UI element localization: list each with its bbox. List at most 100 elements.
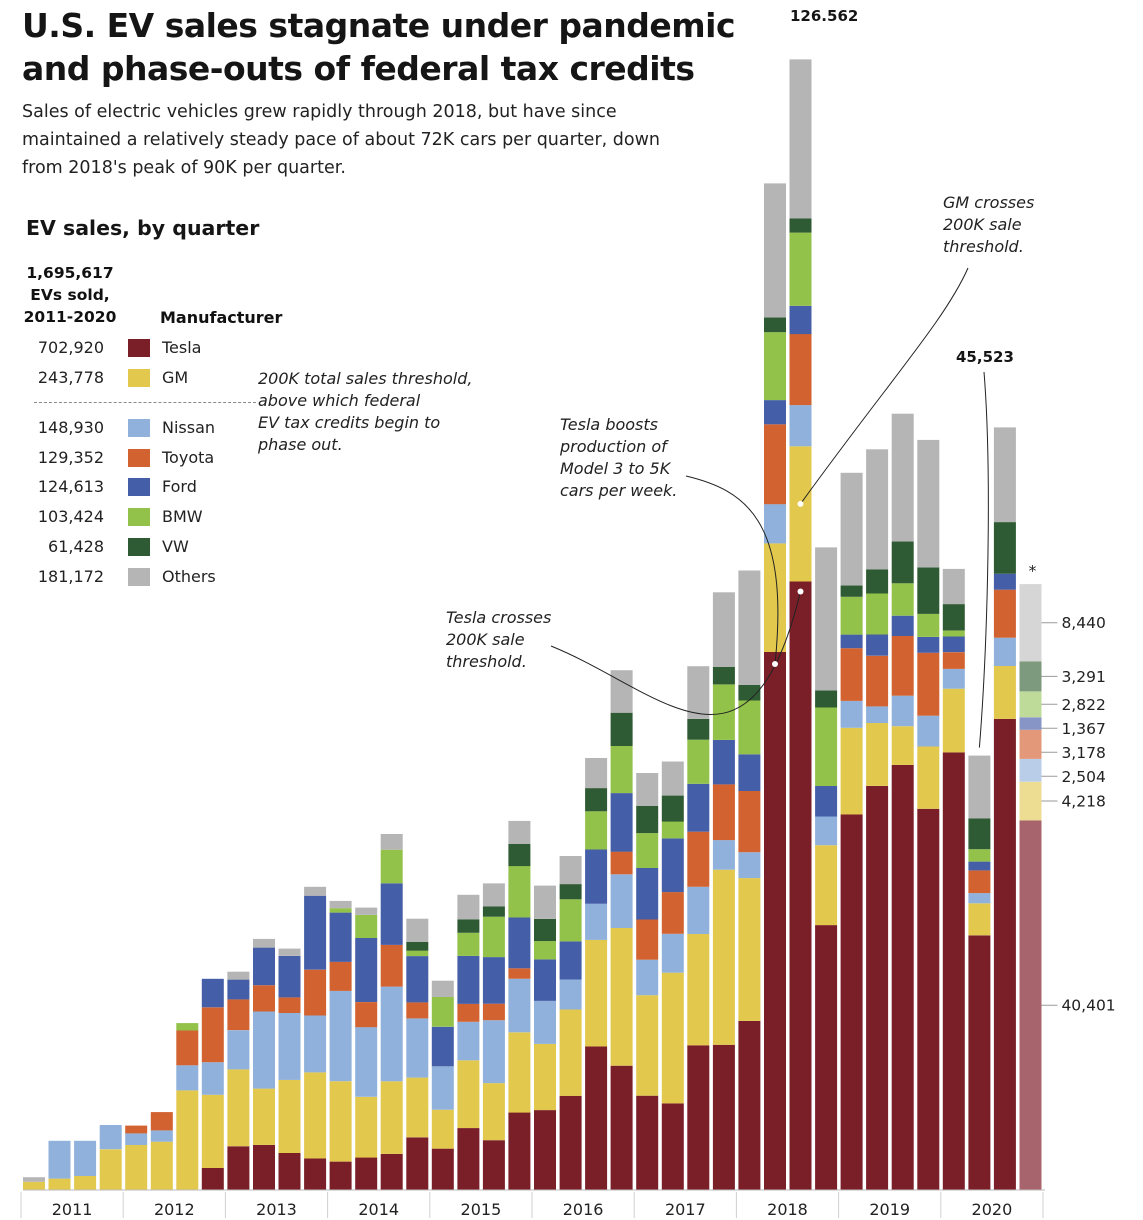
bar-segment-nissan	[380, 986, 403, 1082]
bar-segment-vw	[585, 788, 608, 812]
bar-segment-others	[942, 568, 965, 605]
bar-segment-others	[406, 918, 429, 942]
bar-segment-ford	[227, 979, 250, 1000]
bar-segment-gm	[661, 972, 684, 1104]
bar-segment-tesla	[789, 581, 812, 1190]
bar-segment-bmw	[968, 849, 991, 862]
bar-segment-tesla	[304, 1158, 327, 1190]
bar-segment-others	[508, 820, 531, 844]
bar-segment-nissan	[610, 874, 633, 928]
bar-segment-vw	[917, 567, 940, 614]
legend-value: 181,172	[37, 567, 104, 586]
bar-segment-nissan	[840, 701, 863, 728]
bar-segment-nissan	[406, 1018, 429, 1078]
bar-segment-gm	[431, 1109, 454, 1149]
bar-segment-others	[738, 570, 761, 685]
bar-segment-nissan	[508, 978, 531, 1033]
bar-segment-bmw	[661, 821, 684, 839]
bar-segment-toyota	[304, 969, 327, 1016]
peak-value-label: 126.562	[790, 7, 859, 25]
bar-segment-bmw	[380, 849, 403, 884]
bar-segment-toyota	[738, 791, 761, 853]
bar-segment-toyota	[840, 648, 863, 701]
legend-label: BMW	[162, 507, 203, 526]
bar-segment-gm	[610, 928, 633, 1066]
bar-segment-toyota	[687, 831, 710, 887]
bar-segment-tesla	[355, 1157, 378, 1190]
bar-segment-others	[559, 856, 582, 885]
bar-segment-ford	[993, 573, 1016, 590]
bar-segment-vw	[482, 906, 505, 917]
bar-segment-toyota	[227, 999, 250, 1031]
bar-segment-others	[482, 883, 505, 907]
bar-segment-nissan	[815, 816, 838, 846]
bar-segment-tesla	[917, 808, 940, 1190]
bar-segment-tesla	[482, 1140, 505, 1190]
bar-segment-tesla	[380, 1153, 403, 1190]
bar-segment-toyota	[610, 851, 633, 875]
bar-segment-bmw	[406, 950, 429, 957]
x-tick-label: 2018	[767, 1200, 808, 1219]
bar-segment-toyota	[712, 784, 735, 841]
callout-dot-gm-crosses	[797, 500, 804, 507]
bar-segment-vw	[534, 918, 556, 942]
legend-swatch	[128, 478, 150, 496]
bar-segment-toyota	[329, 961, 352, 991]
legend-label: Others	[162, 567, 216, 586]
bar-segment-others	[815, 547, 838, 691]
bar-segment-toyota	[764, 424, 786, 505]
callout-tesla-boost	[685, 475, 779, 665]
bar-segment-toyota	[789, 334, 812, 406]
bar-segment-bmw	[534, 941, 556, 960]
bar-segment-vw	[636, 805, 659, 834]
bar-segment-ford	[380, 883, 403, 945]
bar-segment-vw	[968, 818, 991, 850]
bar-segment-tesla	[815, 925, 838, 1190]
bar-segment-ford	[636, 867, 659, 920]
bar-segment-nissan	[329, 990, 352, 1082]
bar-segment-tesla	[942, 752, 965, 1190]
bar-segment-others	[1019, 584, 1042, 662]
bar-segment-gm	[304, 1072, 327, 1159]
bar-segment-gm	[406, 1077, 429, 1138]
bar-segment-gm	[585, 939, 608, 1047]
x-tick-label: 2017	[665, 1200, 706, 1219]
bar-segment-others	[789, 59, 812, 219]
legend-swatch	[128, 568, 150, 586]
bar-segment-ford	[712, 739, 735, 785]
x-tick-label: 2011	[52, 1200, 93, 1219]
bar-segment-ford	[891, 615, 914, 636]
bar-segment-nissan	[482, 1020, 505, 1084]
segment-value-label: 4,218	[1061, 793, 1105, 811]
bar-segment-bmw	[840, 596, 863, 635]
bar-segment-tesla	[201, 1167, 224, 1190]
bar-segment-bmw	[559, 899, 582, 942]
bar-segment-nissan	[712, 840, 735, 870]
bar-segment-vw	[508, 844, 531, 867]
segment-value-label: 8,440	[1061, 614, 1105, 632]
bar-segment-nissan	[968, 893, 991, 904]
chart-subtitle: Sales of electric vehicles grew rapidly …	[22, 102, 660, 178]
legend-swatch	[128, 339, 150, 357]
bar-segment-bmw	[431, 997, 454, 1027]
bar-segment-ford	[482, 957, 505, 1004]
bar-segment-gm	[74, 1176, 97, 1190]
bar-segment-bmw	[176, 1023, 199, 1031]
bar-segment-others	[968, 755, 991, 819]
bar-segment-nissan	[942, 668, 965, 689]
segment-value-label: 40,401	[1061, 997, 1115, 1015]
bar-segment-tesla	[278, 1153, 301, 1190]
bar-segment-toyota	[125, 1125, 148, 1134]
bar-segment-nissan	[201, 1062, 224, 1095]
callout-dot-tesla-crosses	[797, 588, 804, 595]
bar-segment-others	[661, 761, 684, 796]
bar-segment-toyota	[482, 1003, 505, 1021]
bar-segment-toyota	[968, 870, 991, 894]
bar-segment-toyota	[406, 1002, 429, 1019]
bar-segment-gm	[917, 746, 940, 809]
bar-segment-nissan	[253, 1011, 275, 1089]
bar-segment-ford	[687, 783, 710, 832]
legend-label: GM	[162, 368, 189, 387]
bar-segment-vw	[789, 218, 812, 233]
bar-segment-toyota	[942, 652, 965, 669]
